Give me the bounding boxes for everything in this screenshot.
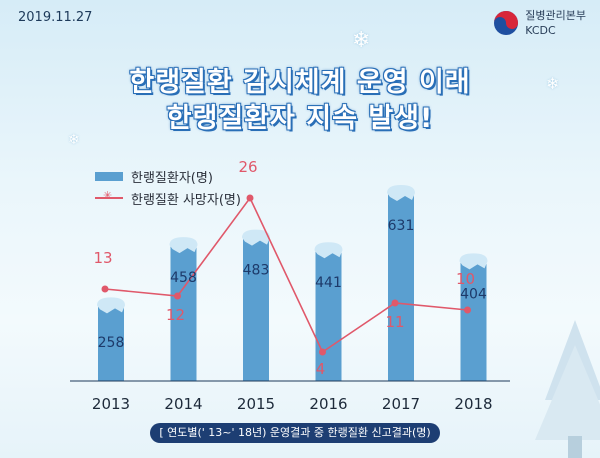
bar-value-label-2014: 458 [170, 270, 197, 286]
legend-bar-swatch [95, 171, 123, 181]
snowflake-icon: ❄ [352, 28, 371, 53]
x-tick-label-2013: 2013 [92, 395, 130, 413]
deaths-point-2016 [319, 348, 326, 356]
x-tick-label-2018: 2018 [454, 395, 492, 413]
kcdc-logo: 질병관리본부 KCDC [493, 8, 586, 38]
bar-value-label-2013: 258 [98, 335, 125, 351]
x-tick-label-2015: 2015 [237, 395, 275, 413]
legend-line-swatch [95, 189, 123, 202]
kcdc-taegeuk-logo-icon [494, 11, 519, 35]
bar-value-label-2016: 441 [315, 275, 342, 291]
deaths-point-2013 [101, 285, 109, 293]
deaths-point-2014 [174, 292, 181, 300]
bar-value-label-2015: 483 [243, 263, 270, 279]
x-tick-label-2016: 2016 [309, 395, 347, 413]
deaths-value-label-2016: 4 [316, 360, 326, 378]
deaths-series-line [104, 196, 468, 354]
x-tick-label-2014: 2014 [164, 395, 202, 413]
title-line-1: 한랭질환 감시체계 운영 이래 [129, 67, 471, 98]
legend-item-bar: 한랭질환자(명) [95, 165, 241, 187]
legend-bar-label: 한랭질환자(명) [131, 170, 213, 186]
bar-2013 [98, 303, 124, 381]
legend-line-label: 한랭질환 사망자(명) [131, 192, 241, 208]
bar-snow-cap [459, 253, 488, 270]
bar-snow-cap [314, 242, 343, 259]
bar-2015 [243, 235, 269, 381]
title-line-2: 한랭질환자 지속 발생! [166, 103, 434, 134]
bar-2017 [388, 191, 414, 381]
snowflake-icon: ❄ [68, 132, 80, 148]
deaths-value-label-2017: 11 [385, 313, 404, 331]
snowflake-icon: ❄ [546, 74, 560, 93]
bar-value-label-2017: 631 [388, 218, 415, 234]
deaths-point-2015 [246, 194, 254, 202]
deaths-value-label-2014: 12 [166, 306, 185, 324]
logo-org-abbr: KCDC [525, 24, 556, 37]
deaths-value-label-2013: 13 [93, 249, 112, 267]
bar-snow-cap [97, 297, 125, 314]
bar-snow-cap [387, 185, 415, 201]
footer-note: [ 연도별(' 13~' 18년) 운영결과 중 한랭질환 신고결과(명) [150, 423, 440, 443]
bar-snow-cap [169, 237, 198, 254]
deaths-value-label-2018: 10 [456, 270, 475, 288]
date-label: 2019.11.27 [18, 10, 93, 25]
chart-legend: 한랭질환자(명) 한랭질환 사망자(명) [95, 165, 241, 209]
bar-snow-cap [242, 229, 270, 246]
bar-value-label-2018: 404 [460, 286, 487, 302]
x-tick-label-2017: 2017 [382, 395, 420, 413]
logo-org-name: 질병관리본부 [525, 9, 586, 22]
snowy-tree-decoration [535, 320, 600, 458]
deaths-value-label-2015: 26 [238, 158, 257, 176]
legend-item-line: 한랭질환 사망자(명) [95, 187, 241, 209]
deaths-point-2017 [391, 299, 399, 307]
bar-2018 [460, 259, 487, 381]
bar-2016 [315, 248, 342, 381]
deaths-point-2018 [464, 306, 471, 314]
bar-2014 [170, 243, 197, 381]
